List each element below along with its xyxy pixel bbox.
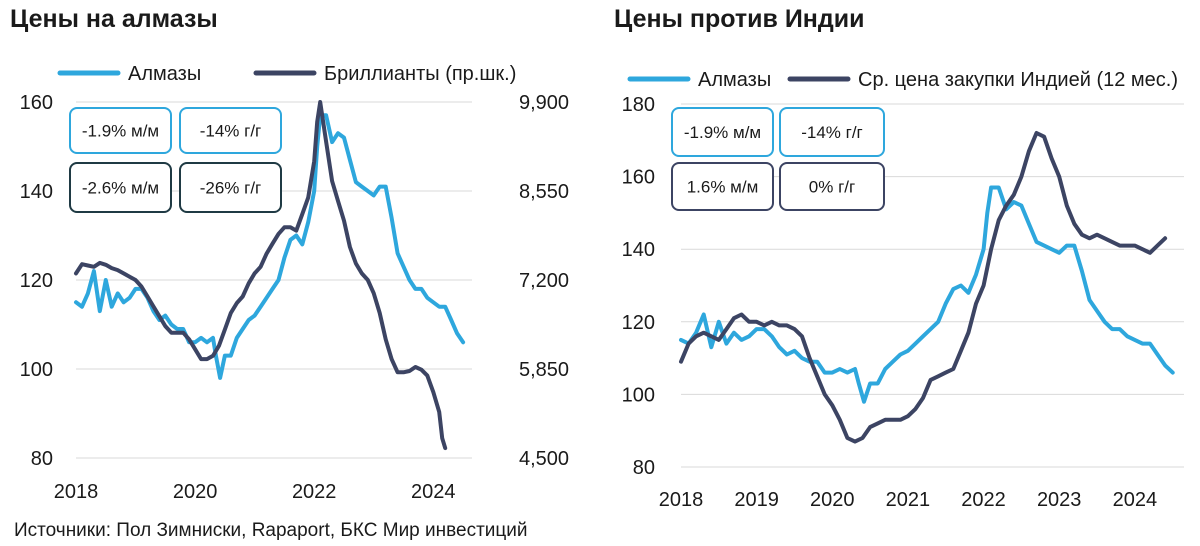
x-tick-label: 2018 bbox=[659, 489, 704, 511]
stat-box bbox=[69, 107, 172, 154]
stat-box bbox=[671, 107, 774, 157]
stat-box-text: -1.9% м/м bbox=[82, 122, 159, 141]
source-note: Источники: Пол Зимниски, Rapaport, БКС М… bbox=[14, 520, 528, 541]
chart-title: Цены на алмазы bbox=[10, 5, 218, 33]
series-line-2 bbox=[679, 131, 1168, 444]
x-tick-label: 2024 bbox=[411, 481, 456, 503]
y-tick-label: 100 bbox=[20, 359, 53, 381]
stat-box bbox=[779, 162, 885, 211]
y-right-tick-label: 7,200 bbox=[519, 270, 569, 292]
chart-1: Цены на алмазы 160 140 120 100 80 9,900 8,550 7,… bbox=[10, 5, 569, 503]
legend-label: Алмазы bbox=[698, 69, 771, 91]
y-tick-label: 160 bbox=[622, 167, 655, 189]
y-right-tick-label: 4,500 bbox=[519, 448, 569, 470]
legend-label: Бриллианты (пр.шк.) bbox=[324, 63, 516, 85]
stat-box-text: 0% г/г bbox=[809, 178, 855, 197]
stat-box-text: -2.6% м/м bbox=[82, 179, 159, 198]
stat-box-text: -26% г/г bbox=[200, 179, 262, 198]
legend-label: Алмазы bbox=[128, 63, 201, 85]
y-tick-label: 80 bbox=[31, 448, 53, 470]
x-tick-label: 2020 bbox=[810, 489, 855, 511]
x-tick-label: 2022 bbox=[961, 489, 1006, 511]
stat-box-text: 1.6% м/м bbox=[687, 178, 759, 197]
y-tick-label: 180 bbox=[622, 94, 655, 116]
x-tick-label: 2020 bbox=[173, 481, 218, 503]
stat-box-text: -1.9% м/м bbox=[684, 123, 761, 142]
stat-box bbox=[69, 162, 172, 213]
x-tick-label: 2023 bbox=[1037, 489, 1082, 511]
y-right-tick-label: 9,900 bbox=[519, 92, 569, 114]
stat-box bbox=[179, 107, 282, 154]
y-tick-label: 120 bbox=[20, 270, 53, 292]
stat-box-text: -14% г/г bbox=[801, 123, 863, 142]
y-tick-label: 80 bbox=[633, 457, 655, 479]
stat-box bbox=[779, 107, 885, 157]
legend-label: Ср. цена закупки Индией (12 мес.) bbox=[858, 69, 1178, 91]
x-tick-label: 2024 bbox=[1113, 489, 1158, 511]
y-right-tick-label: 5,850 bbox=[519, 359, 569, 381]
x-tick-label: 2019 bbox=[734, 489, 779, 511]
stat-box bbox=[671, 162, 774, 211]
series-line-1 bbox=[679, 185, 1175, 404]
stat-box-text: -14% г/г bbox=[200, 122, 262, 141]
y-tick-label: 120 bbox=[622, 312, 655, 334]
y-right-tick-label: 8,550 bbox=[519, 181, 569, 203]
x-tick-label: 2022 bbox=[292, 481, 337, 503]
series-line-2 bbox=[74, 100, 448, 451]
chart-title: Цены против Индии bbox=[614, 5, 865, 33]
y-tick-label: 140 bbox=[20, 181, 53, 203]
y-tick-label: 140 bbox=[622, 239, 655, 261]
x-tick-label: 2018 bbox=[54, 481, 99, 503]
y-tick-label: 100 bbox=[622, 384, 655, 406]
y-tick-label: 160 bbox=[20, 92, 53, 114]
stat-box bbox=[179, 162, 282, 213]
x-tick-label: 2021 bbox=[886, 489, 931, 511]
